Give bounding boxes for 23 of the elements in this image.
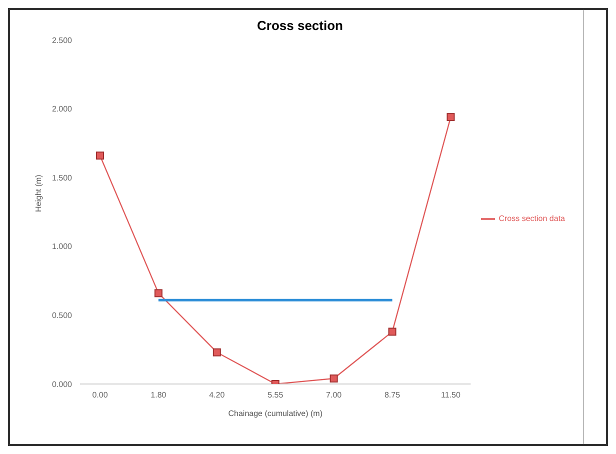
y-tick-label: 0.500 [52,311,73,320]
y-tick-label: 2.500 [52,36,73,45]
point [330,374,338,382]
y-tick-label: 0.000 [52,380,73,389]
y-tick-label: 2.000 [52,104,73,114]
point [446,113,455,122]
point [212,348,221,356]
x-tick-label: 7.00 [326,390,342,400]
legend-label: Cross section data [498,214,565,224]
point [154,289,162,298]
x-tick-label: 8.75 [384,390,401,400]
chart-title: Cross section [256,18,344,33]
y-axis-title: Height (m) [34,174,43,212]
y-tick-label: 1.500 [52,173,73,182]
y-tick-label: 1.000 [52,242,73,252]
point [96,152,104,160]
x-tick-label: 11.50 [441,390,461,400]
x-tick-label: 0.00 [92,390,108,400]
x-tick-label: 5.55 [268,390,284,400]
x-tick-label: 1.80 [150,390,167,400]
x-axis-title: Chainage (cumulative) (m) [228,409,323,418]
point [388,328,396,336]
x-tick-label: 4.20 [209,390,226,400]
